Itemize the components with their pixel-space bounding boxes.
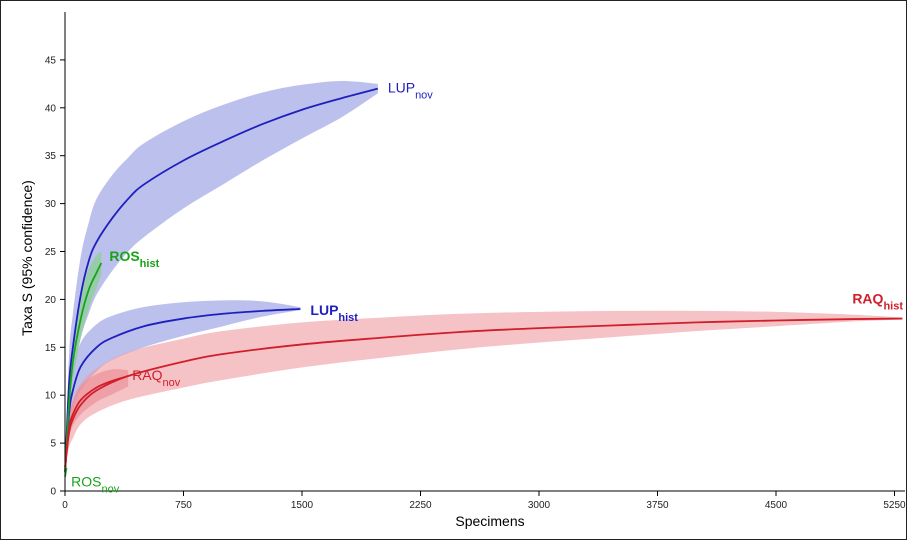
y-tick-label: 35 (45, 151, 57, 162)
confidence-band-raqhist (65, 310, 903, 468)
x-tick-label: 3000 (528, 500, 551, 511)
confidence-band-lupnov (65, 80, 378, 472)
series-line-raqhist (64, 317, 903, 468)
series-line-luphist (64, 308, 301, 472)
y-tick-label: 40 (45, 103, 57, 114)
x-tick-label: 4500 (765, 500, 788, 511)
confidence-band-luphist (65, 300, 301, 472)
y-tick-label: 45 (45, 55, 57, 66)
axes (64, 12, 905, 492)
y-tick-label: 10 (45, 391, 57, 402)
series-line-lupnov (64, 87, 379, 472)
series-label-raqnov: RAQnov (132, 367, 181, 389)
series-label-lupnov: LUPnov (388, 80, 433, 102)
series-line-raqnov (64, 375, 129, 468)
series-label-rosnov: ROSnov (71, 474, 120, 496)
x-tick-label: 2250 (409, 500, 432, 511)
x-tick-label: 5250 (883, 500, 906, 511)
x-ticks: 0 750 1500 2250 3000 3750 4500 5250 (62, 491, 906, 511)
series-lines (64, 87, 903, 477)
y-ticks: 0 5 10 15 20 25 30 35 40 45 (45, 55, 65, 498)
y-tick-label: 30 (45, 199, 57, 210)
x-axis-title: Specimens (455, 513, 524, 529)
series-label-luphist: LUPhist (310, 302, 358, 324)
x-tick-label: 0 (62, 500, 68, 511)
series-label-roshist: ROShist (109, 248, 159, 270)
y-tick-label: 0 (50, 487, 56, 498)
y-axis-title: Taxa S (95% confidence) (19, 180, 35, 336)
confidence-bands (65, 80, 903, 477)
series-label-raqhist: RAQhist (852, 291, 903, 313)
y-tick-label: 20 (45, 295, 57, 306)
series-labels: LUPnov LUPhist ROShist ROSnov RAQnov RAQhist (71, 80, 903, 496)
x-tick-label: 3750 (646, 500, 669, 511)
x-tick-label: 750 (175, 500, 192, 511)
y-tick-label: 5 (50, 439, 56, 450)
x-tick-label: 1500 (291, 500, 314, 511)
y-tick-label: 15 (45, 343, 57, 354)
series-line-roshist (64, 262, 103, 472)
y-tick-label: 25 (45, 247, 57, 258)
